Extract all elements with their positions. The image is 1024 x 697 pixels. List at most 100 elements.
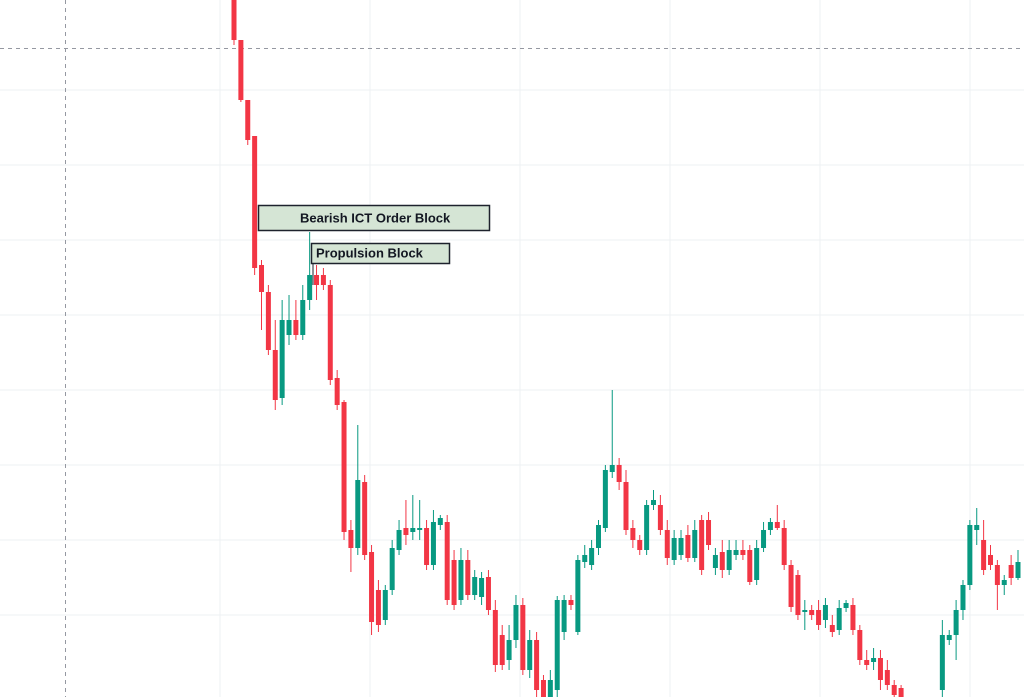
candle-body [960,585,966,610]
candle-body [816,610,822,625]
candle-body [967,525,973,585]
candle-body [259,265,265,292]
candle-body [630,528,636,540]
candle-body [341,402,347,532]
candle-body [774,522,780,528]
candle-body [272,350,278,400]
candle-body [575,560,581,632]
candle-body [499,635,505,665]
candle-body [891,685,897,695]
candle-body [822,605,828,620]
candle-body [540,680,546,697]
candle-body [781,528,787,565]
candle-body [300,300,306,335]
candle-body [403,528,409,535]
candle-body [362,482,368,555]
candle-body [1001,580,1007,585]
candle-body [616,465,622,482]
candle-body [465,560,471,595]
candle-body [651,500,657,505]
candle-body [307,275,313,300]
candle-body [850,605,856,630]
candle-body [981,540,987,570]
candle-body [678,538,684,555]
candle-body [595,525,601,548]
candle-body [609,465,615,472]
candle-body [699,520,705,570]
candle-body [231,0,237,40]
annotation-box [310,242,451,265]
candles [231,0,1021,697]
candle-body [568,600,574,605]
candle-body [492,610,498,665]
annotation-propulsion-block: Propulsion Block [310,242,451,285]
candle-body [520,605,526,670]
candle-body [671,538,677,560]
candle-body [430,522,436,565]
candle-body [437,518,443,525]
candle-body [382,590,388,620]
candle-body [939,635,945,690]
candle-body [369,552,375,622]
candle-body [843,603,849,608]
candle-body [375,590,381,625]
candle-body [265,292,271,350]
annotation-text: Bearish ICT Order Block [300,210,451,225]
candle-body [320,275,326,285]
candle-body [712,555,718,568]
candle-body [582,555,588,562]
candle-body [767,522,773,530]
candle-body [451,560,457,605]
candle-body [245,100,251,140]
candle-body [664,530,670,558]
candle-body [657,505,663,530]
candle-body [857,630,863,660]
annotation-text: Propulsion Block [316,245,424,260]
candle-body [479,578,485,597]
candle-body [884,670,890,685]
candle-body [424,528,430,565]
candle-body [809,610,815,615]
candle-body [355,480,361,548]
candle-body [314,275,320,285]
candle-body [561,600,567,632]
candle-body [795,575,801,615]
candle-body [836,608,842,630]
candle-body [623,482,629,530]
candle-body [527,640,533,670]
candle-body [1008,565,1014,578]
candle-body [279,320,285,398]
candle-body [513,605,519,640]
candle-body [458,560,464,600]
candle-body [946,635,952,640]
candle-body [974,525,980,530]
candle-body [602,470,608,528]
candle-body [685,535,691,558]
candle-body [472,577,478,595]
candle-body [864,660,870,665]
candle-body [644,505,650,550]
candle-body [761,530,767,548]
candle-body [293,320,299,335]
annotation-order-block: Bearish ICT Order Block [257,204,491,232]
candle-body [327,285,333,380]
candle-body [334,378,340,405]
candle-body [1015,562,1021,578]
candle-body [348,530,354,548]
candle-body [637,540,643,550]
candle-body [953,610,959,635]
candle-body [252,136,258,268]
candle-body [994,565,1000,585]
candle-body [534,640,540,690]
candle-body [877,658,883,680]
candle-body [706,520,712,545]
candle-body [506,640,512,660]
candle-body [733,550,739,555]
annotation-box [257,204,491,232]
candle-body [788,565,794,607]
candle-body [871,658,877,662]
candle-body [754,548,760,580]
